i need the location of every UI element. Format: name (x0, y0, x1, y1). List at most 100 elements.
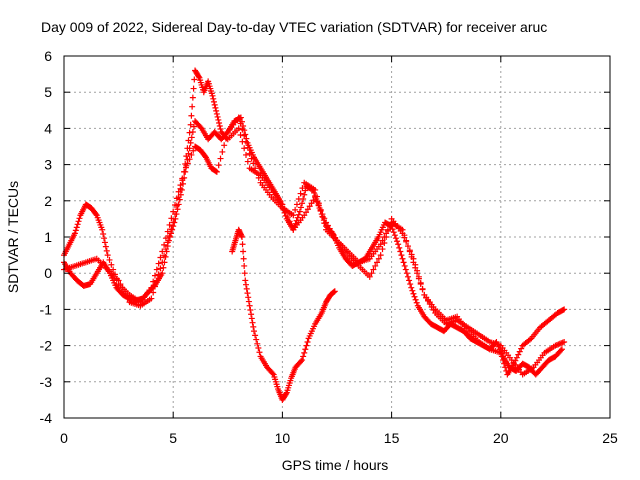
data-point (386, 221, 393, 228)
data-point (245, 298, 252, 305)
data-point (248, 315, 255, 322)
data-point (512, 357, 519, 364)
data-point (215, 162, 222, 169)
data-point (183, 153, 190, 160)
data-point (169, 226, 176, 233)
data-point (407, 281, 414, 288)
data-point (241, 262, 248, 269)
data-point (197, 124, 204, 131)
y-tick-label: 5 (44, 84, 52, 100)
data-point (162, 246, 169, 253)
data-point (389, 226, 396, 233)
data-point (317, 206, 324, 213)
data-point (168, 226, 175, 233)
x-tick-label: 0 (60, 430, 68, 446)
data-point (244, 158, 251, 165)
data-point (217, 155, 224, 162)
data-point (304, 338, 311, 345)
data-point (331, 288, 338, 295)
data-point (250, 160, 257, 167)
x-tick-label: 20 (493, 430, 509, 446)
data-point (213, 110, 220, 117)
data-point (283, 209, 290, 216)
data-point (195, 73, 202, 80)
data-point (303, 342, 310, 349)
data-point (185, 137, 192, 144)
x-tick-label: 10 (275, 430, 291, 446)
series-arc-1 (61, 114, 565, 378)
x-tick-label: 15 (384, 430, 400, 446)
data-point (312, 194, 319, 201)
data-point (117, 281, 124, 288)
data-point (269, 370, 276, 377)
data-point (417, 279, 424, 286)
data-point (103, 247, 110, 254)
data-point (406, 277, 413, 284)
data-point (290, 212, 297, 219)
data-point (249, 319, 256, 326)
data-point (155, 260, 162, 267)
data-point (377, 252, 384, 259)
data-point (394, 238, 401, 245)
data-point (295, 211, 302, 218)
x-tick-label: 5 (169, 430, 177, 446)
data-point (237, 120, 244, 127)
y-axis-label: SDTVAR / TECUs (5, 181, 21, 293)
data-point (510, 360, 517, 367)
data-point (182, 160, 189, 167)
data-point (181, 168, 188, 175)
data-point (379, 246, 386, 253)
data-point (214, 113, 221, 120)
data-point (246, 150, 253, 157)
data-point (172, 211, 179, 218)
y-tick-label: -4 (40, 410, 53, 426)
data-point (296, 208, 303, 215)
chart-title: Day 009 of 2022, Sidereal Day-to-day VTE… (41, 19, 547, 35)
data-point (299, 357, 306, 364)
data-point (401, 262, 408, 269)
data-point (72, 227, 79, 234)
data-point (188, 112, 195, 119)
data-point (184, 145, 191, 152)
data-point (302, 346, 309, 353)
data-point (395, 241, 402, 248)
data-point (99, 226, 106, 233)
data-point (150, 278, 157, 285)
data-point (254, 340, 261, 347)
data-point (212, 104, 219, 111)
y-tick-label: 6 (44, 48, 52, 64)
data-point (313, 198, 320, 205)
data-point (297, 190, 304, 197)
data-point (174, 206, 181, 213)
data-point (286, 218, 293, 225)
data-point (240, 248, 247, 255)
data-point (561, 306, 568, 313)
data-point (187, 121, 194, 128)
data-point (239, 138, 246, 145)
data-point (238, 234, 245, 240)
data-point (304, 206, 311, 213)
data-point (245, 294, 252, 301)
data-point (168, 215, 175, 222)
data-point (252, 332, 259, 339)
y-tick-label: 2 (44, 193, 52, 209)
data-point (213, 168, 220, 175)
data-point (241, 145, 248, 152)
data-point (381, 240, 388, 247)
data-point (244, 290, 251, 297)
data-point (75, 218, 82, 225)
data-point (242, 277, 249, 284)
data-point (501, 360, 508, 367)
data-point (412, 296, 419, 303)
data-point (403, 270, 410, 277)
data-point (401, 234, 408, 241)
data-point (400, 259, 407, 266)
y-axis-ticks: -4 -3 -2 -1 0 1 2 3 4 5 6 (40, 48, 610, 426)
y-tick-label: -3 (40, 374, 53, 390)
series-arc-4 (229, 226, 338, 403)
data-point (219, 148, 226, 155)
data-point (410, 255, 417, 262)
data-point (210, 95, 217, 102)
data-point (310, 197, 317, 204)
